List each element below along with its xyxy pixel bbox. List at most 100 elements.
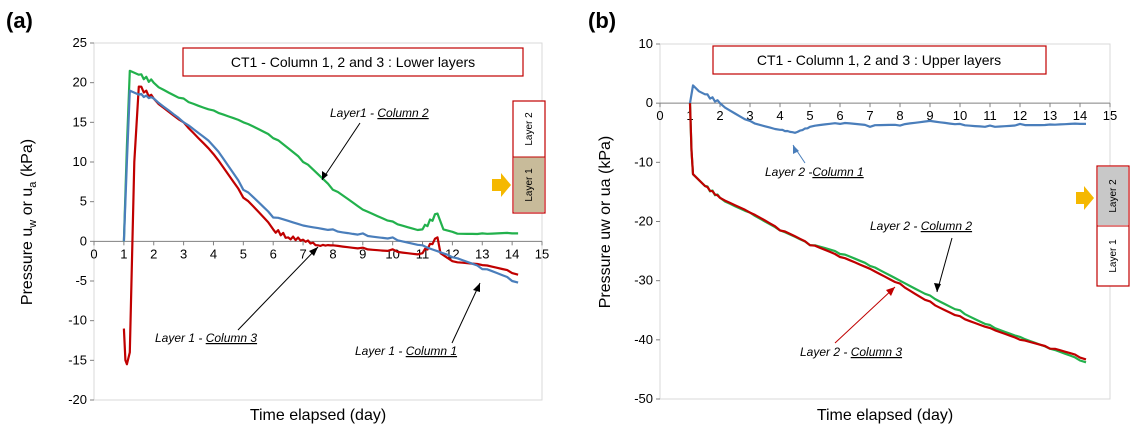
x-tick-label: 10 bbox=[953, 108, 967, 123]
annotation-arrow-layer1-column3 bbox=[237, 246, 319, 331]
chart-title-a: CT1 - Column 1, 2 and 3 : Lower layers bbox=[231, 54, 475, 70]
x-tick-label: 11 bbox=[983, 108, 997, 123]
x-tick-label: 8 bbox=[896, 108, 903, 123]
layer-indicator-a: Layer 2 Layer 1 bbox=[492, 100, 546, 214]
layer-pointer-arrow-a bbox=[492, 173, 511, 197]
panel-b-letter: (b) bbox=[588, 8, 616, 33]
x-tick-label: 9 bbox=[359, 246, 366, 261]
x-tick-label: 7 bbox=[299, 246, 306, 261]
x-axis-title-a: Time elapsed (day) bbox=[250, 407, 386, 424]
annotation-arrow-layer1-column2 bbox=[321, 122, 361, 181]
plot-area-a bbox=[93, 42, 543, 401]
y-axis-title-sub-w: w bbox=[27, 220, 39, 229]
x-tick-label: 15 bbox=[535, 246, 549, 261]
y-tick-label: 10 bbox=[639, 36, 653, 51]
layer-2-highlight-b bbox=[1098, 167, 1128, 225]
x-tick-label: 0 bbox=[90, 246, 97, 261]
series-group-a bbox=[122, 69, 519, 366]
chart-title-box-b bbox=[712, 45, 1047, 75]
annotation-arrow-layer2-column2 bbox=[936, 237, 953, 293]
layer-2-label-a: Layer 2 bbox=[524, 112, 535, 146]
y-tick-label: -50 bbox=[634, 391, 653, 406]
x-tick-label: 14 bbox=[1073, 108, 1087, 123]
layer-indicator-b: Layer 2 Layer 1 bbox=[1076, 165, 1130, 287]
y-tick-label: -20 bbox=[634, 214, 653, 229]
x-tick-label: 1 bbox=[120, 246, 127, 261]
series-line-layer-2-column-1 bbox=[688, 84, 1086, 134]
annotation-layer2-column1: Layer 2 -Column 1 bbox=[765, 165, 864, 179]
y-tick-label: -5 bbox=[75, 273, 87, 288]
x-tick-label: 5 bbox=[240, 246, 247, 261]
annotation-layer2-column3: Layer 2 - Column 3 bbox=[800, 345, 902, 359]
x-tick-label: 13 bbox=[1043, 108, 1057, 123]
y-tick-label: -20 bbox=[68, 392, 87, 407]
arrowhead bbox=[886, 287, 895, 296]
x-tick-label: 12 bbox=[1013, 108, 1027, 123]
annotation-arrow-layer1-column1 bbox=[451, 282, 481, 344]
y-axis-title-b: Pressure uw or ua (kPa) bbox=[597, 136, 614, 309]
x-tick-label: 6 bbox=[270, 246, 277, 261]
y-tick-label: -10 bbox=[634, 154, 653, 169]
series-line-layer-1-column-3 bbox=[122, 85, 519, 366]
annotation-layer1-column1: Layer 1 - Column 1 bbox=[355, 344, 457, 358]
layer-1-label-b: Layer 1 bbox=[1108, 239, 1119, 273]
chart-title-b: CT1 - Column 1, 2 and 3 : Upper layers bbox=[757, 52, 1001, 68]
x-tick-label: 3 bbox=[180, 246, 187, 261]
y-tick-label: 0 bbox=[646, 95, 653, 110]
arrowhead bbox=[473, 283, 480, 292]
y-tick-label: -15 bbox=[68, 352, 87, 367]
annotation-layer2-column2: Layer 2 - Column 2 bbox=[870, 219, 972, 233]
y-axis-title-part: (kPa) bbox=[19, 139, 36, 182]
arrowhead bbox=[322, 171, 328, 180]
x-tick-label: 2 bbox=[150, 246, 157, 261]
y-tick-label: 15 bbox=[73, 114, 87, 129]
y-tick-label: 20 bbox=[73, 75, 87, 90]
x-tick-label: 5 bbox=[806, 108, 813, 123]
series-line-layer-1-column-1 bbox=[122, 89, 519, 284]
arrowhead bbox=[309, 247, 318, 256]
layer-1-highlight-a bbox=[514, 157, 544, 212]
x-tick-label: 15 bbox=[1103, 108, 1117, 123]
y-ticks-b: -50 -40 -30 -20 -10 0 10 bbox=[634, 36, 660, 406]
x-tick-label: 6 bbox=[836, 108, 843, 123]
y-axis-title-a: Pressure uw or ua (kPa) bbox=[19, 139, 39, 305]
arrowhead bbox=[793, 145, 799, 154]
x-tick-label: 2 bbox=[716, 108, 723, 123]
x-ticks-a: 0 1 2 3 4 5 6 7 8 9 10 11 12 13 14 15 bbox=[90, 241, 549, 261]
arrowhead bbox=[934, 283, 941, 292]
x-ticks-b: 0 1 2 3 4 5 6 7 8 9 10 11 12 13 14 15 bbox=[656, 103, 1117, 123]
series-line-layer-2-column-3 bbox=[688, 103, 1087, 361]
y-axis-title-sub-a: a bbox=[27, 181, 39, 188]
x-tick-label: 0 bbox=[656, 108, 663, 123]
chart-title-box-a bbox=[182, 47, 524, 77]
annotation-arrow-layer2-column3 bbox=[834, 286, 896, 344]
series-line-layer1-column-2 bbox=[122, 69, 519, 242]
x-tick-label: 14 bbox=[505, 246, 519, 261]
x-tick-label: 9 bbox=[926, 108, 933, 123]
y-tick-label: 0 bbox=[80, 233, 87, 248]
x-tick-label: 4 bbox=[776, 108, 783, 123]
layer-2-label-b: Layer 2 bbox=[1108, 179, 1119, 213]
y-tick-label: -10 bbox=[68, 313, 87, 328]
x-tick-label: 7 bbox=[866, 108, 873, 123]
y-axis-title-part: or u bbox=[19, 188, 36, 220]
y-axis-title-part: Pressure u bbox=[19, 228, 36, 305]
x-tick-label: 4 bbox=[210, 246, 217, 261]
panel-a-letter: (a) bbox=[6, 8, 33, 33]
y-tick-label: 25 bbox=[73, 35, 87, 50]
layer-pointer-arrow-b bbox=[1076, 186, 1094, 210]
y-tick-label: 10 bbox=[73, 154, 87, 169]
x-axis-title-b: Time elapsed (day) bbox=[817, 407, 953, 424]
annotation-layer1-column3: Layer 1 - Column 3 bbox=[155, 331, 257, 345]
y-tick-label: 5 bbox=[80, 194, 87, 209]
y-tick-label: -40 bbox=[634, 332, 653, 347]
y-tick-label: -30 bbox=[634, 273, 653, 288]
series-group-b bbox=[688, 84, 1087, 364]
x-tick-label: 13 bbox=[475, 246, 489, 261]
x-tick-label: 3 bbox=[746, 108, 753, 123]
x-tick-label: 8 bbox=[329, 246, 336, 261]
